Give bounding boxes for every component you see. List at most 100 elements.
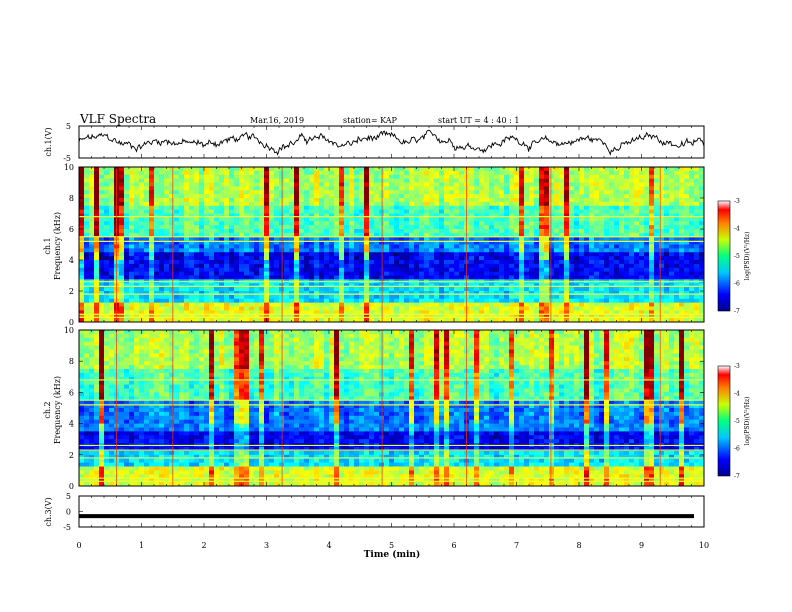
ch1-spec-cell [174, 232, 180, 238]
ch1-spec-cell [79, 298, 85, 304]
ch1-spec-cell [439, 167, 445, 172]
ch1-spec-cell [549, 294, 555, 300]
ch1-spec-cell [99, 178, 105, 183]
ch1-spec-cell [299, 213, 305, 218]
ch1-spec-cell [339, 267, 345, 273]
ch1-spec-cell [439, 229, 445, 234]
ch1-spec-cell [489, 217, 495, 222]
ch1-spec-cell [149, 252, 155, 257]
ch1-spec-cell [414, 267, 420, 273]
ch1-spec-cell [519, 205, 525, 211]
ch1-spec-cell [79, 244, 85, 249]
ch1-spec-cell [474, 256, 480, 261]
ch1-spec-cell [244, 229, 250, 234]
ch1-spec-cell [374, 182, 380, 187]
ch1-spec-cell [459, 310, 465, 315]
ch1-spec-cell [354, 291, 360, 296]
ch1-spec-cell [334, 186, 340, 191]
ch1-spec-cell [164, 182, 170, 187]
ch1-spec-cell [599, 201, 605, 207]
ch1-spec-cell [349, 198, 355, 203]
ch1-spec-cell [619, 267, 625, 273]
ch1-spec-cell [349, 256, 355, 261]
ch1-spec-cell [344, 298, 350, 304]
ch1-spec-cell [694, 275, 700, 280]
ch1-spec-cell [104, 232, 110, 238]
ch1-spec-cell [589, 217, 595, 222]
ch1-spec-cell [194, 232, 200, 238]
ch1-spec-cell [514, 236, 520, 242]
ch1-spec-cell [119, 298, 125, 304]
ch1-spec-cell [339, 263, 345, 269]
ch1-spec-cell [299, 287, 305, 292]
ch1-spec-cell [149, 221, 155, 226]
ch1-spec-cell [344, 283, 350, 288]
ch1-spec-cell [154, 201, 160, 207]
ch1-spec-cell [544, 167, 550, 172]
ch1-spec-cell [339, 221, 345, 226]
ch1-spec-cell [664, 310, 670, 315]
ch1-spec-cell [354, 186, 360, 191]
ch1-spec-cell [564, 267, 570, 273]
ch1-spec-cell [664, 298, 670, 304]
ch1-spec-cell [684, 256, 690, 261]
ch1-spec-cell [684, 225, 690, 230]
ch1-spec-cell [674, 283, 680, 288]
ch1-spec-cell [619, 229, 625, 234]
ch1-spec-cell [134, 291, 140, 296]
ch1-spec-cell [319, 209, 325, 214]
ch1-spec-cell [669, 178, 675, 183]
ch1-spec-cell [124, 217, 130, 222]
ch1-spec-cell [314, 232, 320, 238]
ch1-spec-cell [229, 194, 235, 199]
ch1-spec-cell [219, 298, 225, 304]
ch1-spec-cell [619, 186, 625, 191]
ch1-spec-cell [674, 271, 680, 276]
ch1-spec-cell [669, 252, 675, 257]
ch1-spec-cell [694, 252, 700, 257]
ch1-spec-cell [309, 294, 315, 300]
ch1-spec-cell [189, 198, 195, 203]
ch1-spec-cell [559, 170, 565, 176]
ch1-spec-cell [89, 217, 95, 222]
ch1-spec-cell [494, 306, 500, 311]
ch1-spec-cell [99, 252, 105, 257]
ch1-spec-cell [394, 229, 400, 234]
ch1-spec-cell [649, 229, 655, 234]
ch1-spec-cell [159, 167, 165, 172]
ch1-spec-cell [309, 310, 315, 315]
ch1-spec-cell [129, 178, 135, 183]
ch1-spec-cell [419, 225, 425, 230]
ch1-spec-cell [644, 283, 650, 288]
ch1-spec-cell [349, 236, 355, 242]
ch1-spec-cell [159, 236, 165, 242]
ch1-spec-cell [419, 217, 425, 222]
ch1-spec-cell [434, 267, 440, 273]
ch1-spec-cell [154, 194, 160, 199]
ch1-spec-cell [579, 225, 585, 230]
ch1-spec-cell [154, 240, 160, 245]
ch1-wave-ytick-label: 5 [66, 122, 71, 131]
ch1-spec-cell [219, 252, 225, 257]
ch1-spec-cell [254, 248, 260, 253]
ch1-spec-cell [364, 256, 370, 261]
ch1-spec-cell [404, 213, 410, 218]
ch1-spec-cell [294, 225, 300, 230]
ch1-spec-cell [489, 201, 495, 207]
ch1-spec-cell [574, 248, 580, 253]
ch1-spec-cell [254, 213, 260, 218]
ch1-spec-cell [684, 194, 690, 199]
ch1-spec-cell [179, 263, 185, 269]
ch1-spec-cell [544, 287, 550, 292]
ch1-spec-cell [509, 221, 515, 226]
ch1-spec-cell [659, 182, 665, 187]
ch1-spec-cell [534, 209, 540, 214]
ch1-spec-cell [489, 194, 495, 199]
ch1-spec-cell [664, 263, 670, 269]
ch1-spec-cell [394, 201, 400, 207]
ch1-spec-cell [79, 170, 85, 176]
ch1-spec-cell [489, 252, 495, 257]
ch1-spec-cell [559, 174, 565, 180]
ch1-spec-cell [414, 167, 420, 172]
ch1-spec-cell [579, 260, 585, 265]
